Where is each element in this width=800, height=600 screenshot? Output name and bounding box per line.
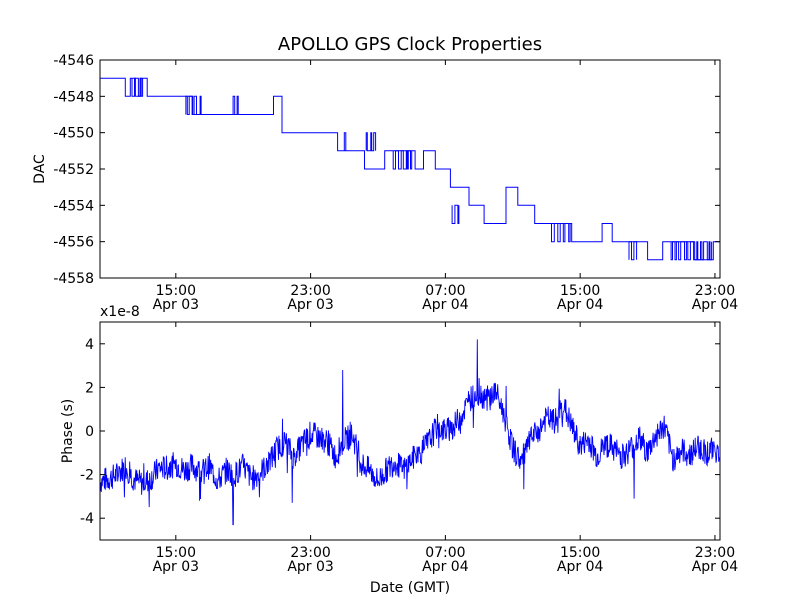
dac-y-tick-label: -4552 [53, 162, 94, 178]
phase-x-tick-date: Apr 04 [692, 559, 739, 575]
dac-y-tick-label: -4558 [53, 271, 94, 287]
dac-x-tick-time: 15:00 [560, 283, 600, 299]
dac-series [100, 77, 721, 261]
dac-x-tick-date: Apr 04 [557, 297, 604, 313]
dac-y-axis-label: DAC [32, 154, 48, 184]
phase-y-axis-label: Phase (s) [60, 399, 76, 463]
phase-x-tick-time: 07:00 [425, 545, 465, 561]
dac-toggle-steps [365, 132, 377, 152]
phase-x-tick-date: Apr 03 [287, 559, 333, 575]
phase-y-tick-label: 2 [85, 380, 94, 396]
dac-toggle-steps [185, 95, 202, 115]
phase-x-tick-date: Apr 03 [153, 559, 199, 575]
dac-y-tick-label: -4548 [53, 89, 94, 105]
dac-y-ticks: -4546 -4548 -4550 -4552 -4554 -4556 -4558 [53, 53, 720, 287]
phase-series [99, 339, 721, 526]
phase-x-tick-date: Apr 04 [557, 559, 604, 575]
dac-toggle-steps [392, 150, 413, 170]
dac-toggle-steps [628, 241, 638, 261]
dac-toggle-steps [551, 223, 571, 243]
phase-y-tick-label: -4 [80, 511, 94, 527]
dac-toggle-steps [343, 132, 347, 151]
phase-y-tick-label: -2 [80, 468, 94, 484]
phase-line [99, 339, 721, 526]
dac-x-tick-time: 23:00 [695, 283, 735, 299]
dac-toggle-steps [232, 95, 239, 115]
dac-x-tick-time: 07:00 [425, 283, 465, 299]
chart-title: APOLLO GPS Clock Properties [278, 34, 542, 55]
phase-y-tick-label: 0 [85, 424, 94, 440]
phase-x-tick-time: 23:00 [695, 545, 735, 561]
dac-y-tick-label: -4556 [53, 235, 94, 251]
phase-x-tick-time: 23:00 [290, 545, 330, 561]
x-axis-label: Date (GMT) [370, 580, 450, 596]
dac-toggle-steps [451, 204, 460, 224]
phase-y-multiplier: x1e-8 [100, 304, 140, 320]
dac-x-tick-date: Apr 04 [422, 297, 469, 313]
phase-y-tick-label: 4 [85, 337, 94, 353]
phase-x-tick-time: 15:00 [560, 545, 600, 561]
dac-plot: -4546 -4548 -4550 -4552 -4554 -4556 -4558 15:0… [32, 53, 738, 313]
dac-x-tick-time: 23:00 [290, 283, 330, 299]
dac-y-tick-label: -4550 [53, 126, 94, 142]
dac-y-tick-label: -4554 [53, 198, 94, 214]
phase-x-tick-time: 15:00 [156, 545, 196, 561]
dac-x-tick-date: Apr 04 [692, 297, 739, 313]
dac-y-tick-label: -4546 [53, 53, 94, 69]
dac-x-tick-time: 15:00 [156, 283, 196, 299]
dac-toggle-steps [670, 241, 713, 261]
dac-toggle-steps [131, 77, 144, 97]
dac-x-tick-date: Apr 03 [287, 297, 333, 313]
phase-x-tick-date: Apr 04 [422, 559, 469, 575]
dac-x-tick-date: Apr 03 [153, 297, 199, 313]
phase-y-ticks: 4 2 0 -2 -4 [80, 337, 720, 527]
